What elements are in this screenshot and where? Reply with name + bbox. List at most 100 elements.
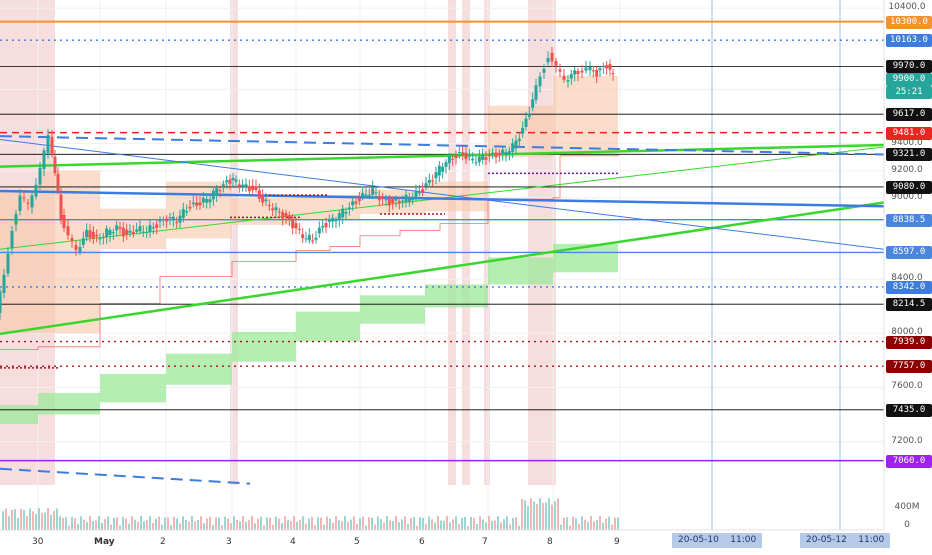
candle-body <box>228 179 232 184</box>
volume-bar <box>11 509 13 530</box>
candle-body <box>387 198 391 206</box>
volume-bar <box>425 524 427 530</box>
volume-bar <box>290 521 292 530</box>
candle-body <box>10 230 14 249</box>
volume-bar <box>485 522 487 530</box>
volume-bar <box>446 516 448 530</box>
candle-body <box>546 58 550 63</box>
volume-bar <box>407 523 409 530</box>
volume-bar <box>56 508 58 530</box>
candle-body <box>221 184 225 186</box>
volume-bar <box>26 516 28 530</box>
candle-body <box>115 225 119 231</box>
candle-body <box>521 127 525 134</box>
candle-body <box>371 186 375 195</box>
volume-bar <box>593 521 595 530</box>
time-tick-label: 4 <box>290 537 296 547</box>
volume-bar <box>254 523 256 530</box>
volume-bar <box>5 508 7 530</box>
price-tick-label: 9000.0 <box>891 191 923 202</box>
volume-bar <box>74 518 76 530</box>
candle-body <box>101 236 105 238</box>
volume-bar <box>50 514 52 530</box>
price-tick-label: 7200.0 <box>891 435 923 446</box>
volume-bar <box>314 525 316 530</box>
volume-bar <box>572 516 574 530</box>
candle-body <box>307 235 311 241</box>
candle-body <box>451 158 455 160</box>
volume-bar <box>233 516 235 530</box>
volume-bar <box>317 517 319 530</box>
candle-body <box>294 223 298 229</box>
volume-bar <box>170 525 172 530</box>
volume-bar <box>293 516 295 530</box>
candle-body <box>538 76 542 86</box>
volume-bar <box>428 516 430 530</box>
volume-bar <box>227 518 229 530</box>
candle-body <box>267 205 271 207</box>
volume-bar <box>281 523 283 530</box>
candle-body <box>487 154 491 157</box>
candle-body <box>251 185 255 191</box>
volume-bar <box>338 520 340 530</box>
volume-bar <box>455 516 457 530</box>
volume-bar <box>155 518 157 530</box>
candle-body <box>50 136 54 155</box>
volume-bar <box>365 525 367 530</box>
volume-bar <box>536 504 538 530</box>
volume-bar <box>269 517 271 530</box>
candle-body <box>46 135 50 154</box>
resistance-cloud-step <box>553 75 618 155</box>
volume-bar <box>476 524 478 530</box>
volume-bar <box>236 519 238 530</box>
candle-body <box>34 184 38 197</box>
session-shade-band <box>528 0 556 485</box>
candle-body <box>188 206 192 209</box>
volume-bar <box>332 522 334 530</box>
volume-bar <box>284 516 286 530</box>
volume-bar <box>602 522 604 530</box>
candle-body <box>481 154 485 160</box>
volume-bar <box>362 516 364 530</box>
volume-bar <box>212 525 214 530</box>
time-axis-bg <box>0 530 884 550</box>
volume-bar <box>545 502 547 530</box>
candle-body <box>234 179 238 182</box>
resistance-cloud-step <box>166 181 232 239</box>
volume-bar <box>542 503 544 530</box>
volume-bar <box>230 523 232 530</box>
candle-body <box>56 173 60 192</box>
candle-body <box>605 65 609 69</box>
volume-bar <box>392 520 394 530</box>
volume-bar <box>71 516 73 530</box>
price-level-tag: 9481.0 <box>886 126 932 140</box>
candle-body <box>474 162 478 164</box>
blue-trendline-flat <box>0 189 885 208</box>
green-trendline-lower <box>0 201 885 336</box>
candle-body <box>105 228 109 237</box>
volume-bar <box>197 520 199 530</box>
resistance-cloud-step <box>0 191 38 334</box>
candle-body <box>394 198 398 201</box>
volume-bar <box>548 498 550 530</box>
candle-body <box>30 195 34 208</box>
candle-body <box>158 219 162 222</box>
price-tick-label: 8400.0 <box>891 273 923 284</box>
candle-body <box>151 227 155 229</box>
candle-body <box>53 156 57 174</box>
volume-bar <box>41 512 43 530</box>
candle-body <box>457 152 461 154</box>
volume-bar <box>356 523 358 530</box>
volume-bar <box>578 523 580 530</box>
price-level-tag: 8838.5 <box>886 213 932 227</box>
price-level-tag: 7939.0 <box>886 335 932 349</box>
volume-bar <box>551 504 553 530</box>
volume-bar <box>503 519 505 530</box>
volume-bar <box>611 524 613 530</box>
candle-body <box>311 240 315 242</box>
candle-body <box>608 64 612 70</box>
session-shade-band <box>448 0 456 485</box>
volume-bar <box>452 519 454 530</box>
